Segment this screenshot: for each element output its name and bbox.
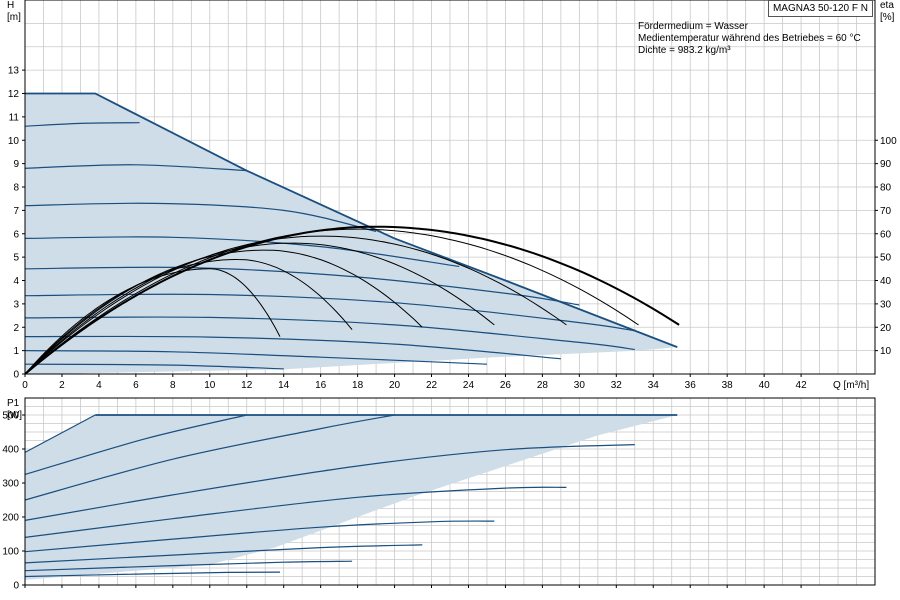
x-tick-label: 2 [59,380,65,391]
x-tick-label: 6 [133,380,139,391]
efficiency-curve [24,235,567,375]
x-axis-title: Q [m³/h] [833,380,869,391]
power-curve [24,571,281,578]
head-curve [24,202,377,232]
power-curve [24,414,247,476]
y2-tick-label: 90 [880,159,892,170]
density-info: Dichte = 983.2 kg/m³ [638,45,731,56]
power-curve [24,560,353,572]
y-tick-label: 1 [13,346,19,357]
x-tick-label: 28 [537,380,549,391]
y-axis-unit: [m] [7,12,21,23]
y2-tick-label: 60 [880,229,892,240]
y2-tick-label: 30 [880,299,892,310]
power-curve [24,444,635,521]
power-curve [24,486,567,538]
power-curve [24,414,96,453]
y2-tick-label: 10 [880,346,892,357]
p-tick-label: 500 [2,411,19,422]
y2-axis-unit: [%] [880,12,895,23]
head-curve [24,122,140,127]
head-curve [24,236,460,268]
efficiency-curve [24,242,495,375]
power-curve [24,544,423,564]
efficiency-curve [24,258,353,375]
y-tick-label: 6 [13,229,19,240]
y-axis-title: H [7,0,14,11]
x-tick-label: 10 [204,380,216,391]
y2-tick-label: 40 [880,276,892,287]
x-tick-label: 20 [389,380,401,391]
x-tick-label: 38 [722,380,734,391]
x-tick-label: 36 [685,380,697,391]
x-tick-label: 22 [426,380,438,391]
x-tick-label: 16 [315,380,327,391]
head-curve [24,293,635,332]
y-tick-label: 10 [8,136,20,147]
x-tick-label: 8 [170,380,176,391]
max-head-curve [25,92,678,348]
x-tick-label: 4 [96,380,102,391]
head-curve [24,164,247,172]
y-tick-label: 4 [13,276,19,287]
medium-info: Fördermedium = Wasser [638,21,748,32]
y-tick-label: 2 [13,323,19,334]
head-curve [24,316,635,351]
p-tick-label: 200 [2,513,19,524]
p-tick-label: 0 [13,581,19,592]
y2-tick-label: 20 [880,323,892,334]
x-tick-label: 24 [463,380,475,391]
power-curve [24,414,395,501]
temperature-info: Medientemperatur während des Betriebes =… [638,33,861,44]
y-tick-label: 5 [13,253,19,264]
head-curve [24,350,488,365]
y-tick-label: 11 [9,112,20,123]
p-tick-label: 100 [2,547,19,558]
p-axis-title: P1 [7,398,20,409]
x-tick-label: 0 [22,380,28,391]
y2-tick-label: 100 [880,136,897,147]
efficiency-curve [24,225,680,375]
y2-tick-label: 80 [880,183,892,194]
y-tick-label: 13 [8,66,20,77]
x-tick-label: 30 [574,380,586,391]
x-tick-label: 12 [241,380,253,391]
y-tick-label: 0 [13,370,19,381]
y-tick-label: 8 [13,183,19,194]
p-tick-label: 400 [2,445,19,456]
y-tick-label: 7 [13,206,19,217]
x-tick-label: 26 [500,380,512,391]
x-tick-label: 32 [611,380,623,391]
y-tick-label: 9 [13,159,19,170]
x-tick-label: 34 [648,380,660,391]
x-tick-label: 42 [796,380,808,391]
y-tick-label: 12 [8,89,20,100]
y2-axis-title: eta [880,0,894,11]
p-tick-label: 300 [2,479,19,490]
head-curve [24,363,284,370]
power-curve [24,520,495,553]
y-tick-label: 3 [13,299,19,310]
p-axis-unit: [W] [7,410,22,421]
y2-tick-label: 50 [880,253,892,264]
x-tick-label: 18 [352,380,364,391]
y2-tick-label: 70 [880,206,892,217]
head-curve [24,335,561,360]
x-tick-label: 40 [759,380,771,391]
operating-area [25,93,678,374]
model-label: MAGNA3 50-120 F N [768,0,873,17]
plot-frame-bottom [24,397,876,586]
x-tick-label: 14 [278,380,290,391]
